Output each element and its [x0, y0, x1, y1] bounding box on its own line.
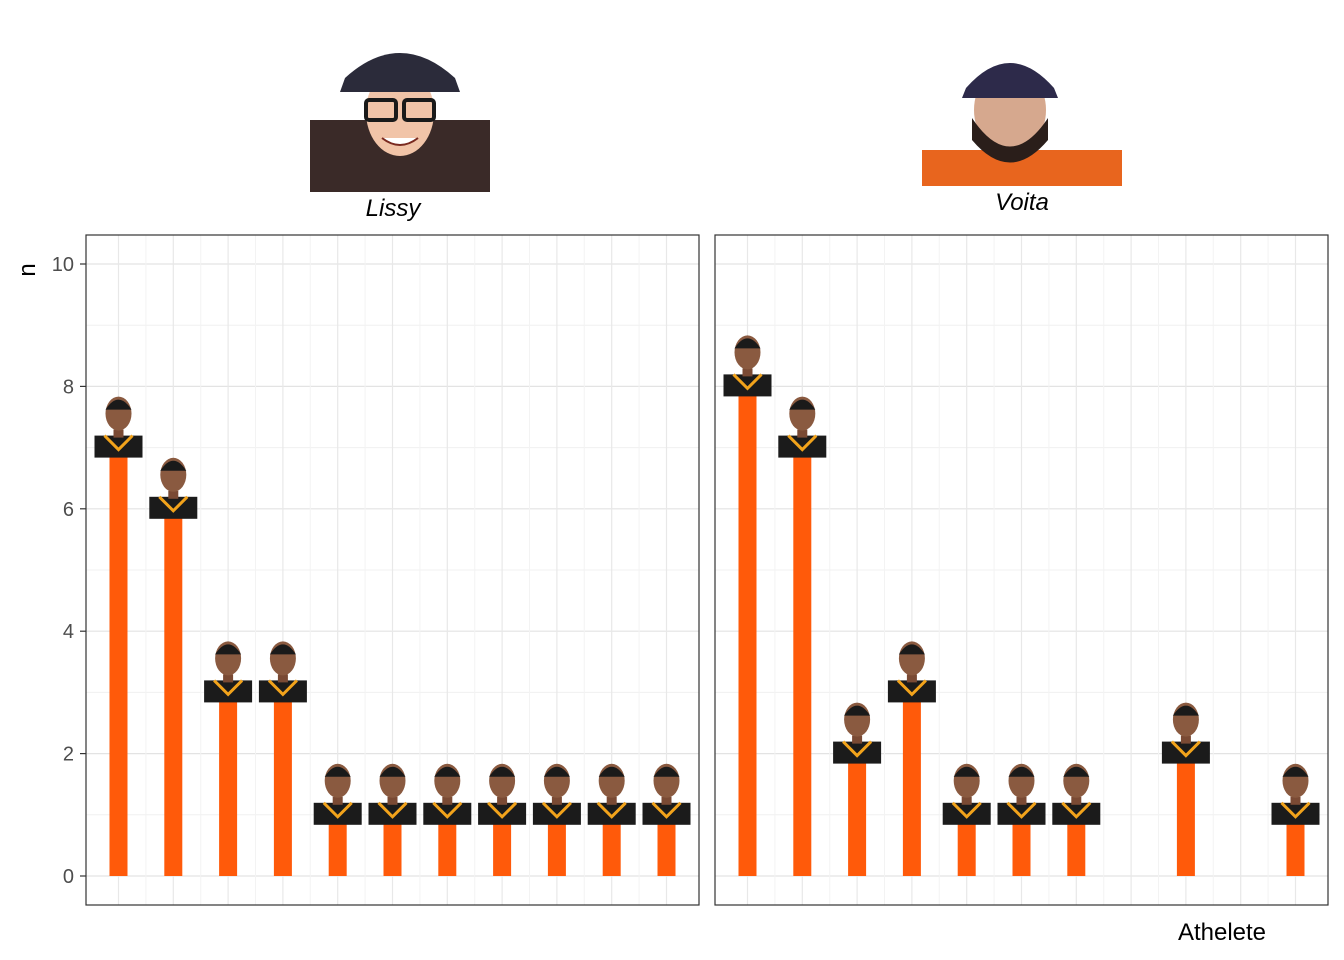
- bar: [1176, 753, 1195, 876]
- bar: [547, 814, 566, 876]
- player-image: [423, 763, 472, 825]
- avatar-voita: [922, 63, 1122, 186]
- x-axis-title: Athelete: [1178, 919, 1266, 946]
- facet-label-voita: Voita: [995, 189, 1049, 216]
- bar: [902, 692, 921, 876]
- bar: [602, 814, 621, 876]
- bar: [383, 814, 402, 876]
- bar: [109, 447, 128, 876]
- player-image: [478, 763, 527, 825]
- bar: [738, 386, 757, 876]
- y-axis-title: n: [14, 263, 41, 276]
- player-image: [1271, 763, 1320, 825]
- panel-border: [85, 234, 700, 906]
- player-image: [313, 763, 362, 825]
- bar: [438, 814, 457, 876]
- bar: [164, 508, 183, 876]
- bar: [1286, 814, 1305, 876]
- player-image: [642, 763, 691, 825]
- bar: [1067, 814, 1086, 876]
- y-tick-label: 10: [52, 254, 74, 276]
- y-tick-label: 6: [63, 499, 74, 521]
- y-tick-label: 4: [63, 621, 74, 643]
- player-image: [942, 763, 991, 825]
- bar: [657, 814, 676, 876]
- y-tick-label: 0: [63, 866, 74, 888]
- player-image: [587, 763, 636, 825]
- player-image: [997, 763, 1046, 825]
- panel-lissy: [85, 234, 700, 906]
- bar: [273, 692, 292, 876]
- panel-voita: [714, 234, 1329, 906]
- player-image: [833, 702, 882, 764]
- y-tick-label: 8: [63, 376, 74, 398]
- bar: [848, 753, 867, 876]
- player-image: [368, 763, 417, 825]
- player-image: [723, 335, 772, 397]
- bar: [493, 814, 512, 876]
- panel-border: [714, 234, 1329, 906]
- bar: [328, 814, 347, 876]
- avatar-lissy: [310, 53, 490, 192]
- player-image: [204, 641, 253, 703]
- player-image: [1052, 763, 1101, 825]
- player-image: [887, 641, 936, 703]
- player-image: [1161, 702, 1210, 764]
- y-tick-label: 2: [63, 744, 74, 766]
- y-axis: 0 2 4 6 8 10: [52, 254, 86, 888]
- player-image: [778, 396, 827, 458]
- facet-label-lissy: Lissy: [366, 195, 423, 222]
- player-image: [532, 763, 581, 825]
- player-image: [258, 641, 307, 703]
- bar: [957, 814, 976, 876]
- bar: [1012, 814, 1031, 876]
- player-image: [149, 457, 198, 519]
- player-image: [94, 396, 143, 458]
- bar: [793, 447, 812, 876]
- bar: [219, 692, 238, 876]
